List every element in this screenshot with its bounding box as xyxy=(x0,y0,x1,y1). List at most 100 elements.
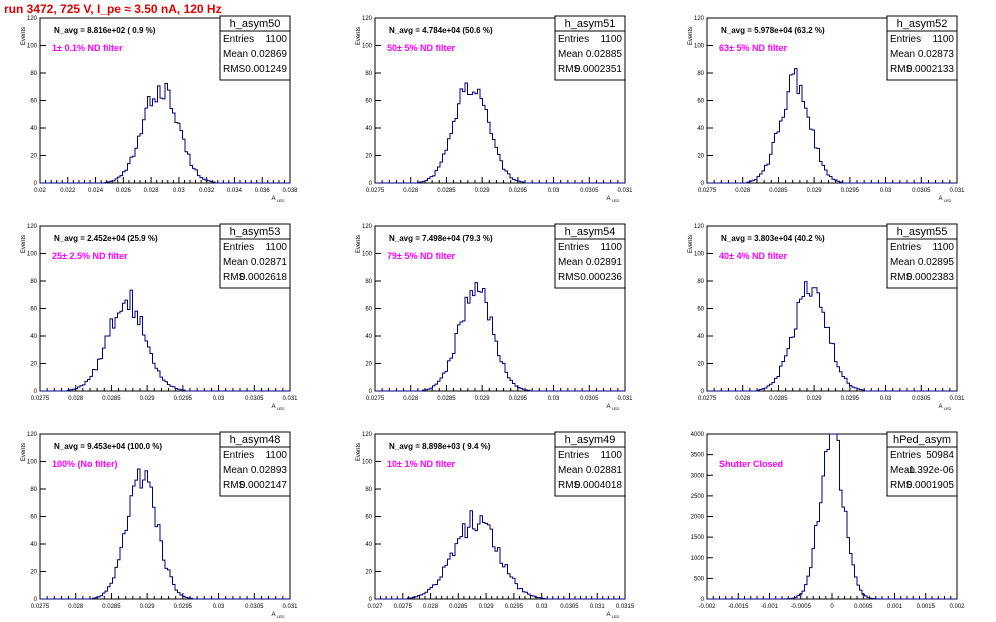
panel-title: N_avg = 2.452e+04 (25.9 %) xyxy=(54,234,158,243)
histogram-name: h_asym54 xyxy=(565,226,616,238)
x-tick-label: 0.0275 xyxy=(698,396,717,402)
y-tick-label: 3000 xyxy=(691,473,705,479)
stats-value: 1100 xyxy=(932,242,954,253)
x-axis-title: A LED xyxy=(272,404,285,411)
filter-note: 40± 4% ND filter xyxy=(719,251,787,261)
x-tick-label: 0.0295 xyxy=(174,604,193,610)
y-tick-label: 0 xyxy=(369,389,373,395)
x-tick-label: 0.001 xyxy=(887,604,903,610)
stats-box xyxy=(886,223,958,289)
stats-key: Entries xyxy=(223,242,254,253)
histogram-series xyxy=(707,68,957,184)
x-tick-label: 0.031 xyxy=(617,396,633,402)
x-axis-title: A LED xyxy=(607,404,620,411)
x-tick-label: -0.0005 xyxy=(791,604,812,610)
panel-title: N_avg = 7.498e+04 (79.3 %) xyxy=(389,234,493,243)
y-tick-label: 2500 xyxy=(691,494,705,500)
stats-box xyxy=(219,431,291,497)
y-tick-label: 40 xyxy=(365,542,372,548)
y-tick-label: 0 xyxy=(369,181,373,187)
y-tick-label: 80 xyxy=(30,279,37,285)
y-tick-label: 1000 xyxy=(691,556,705,562)
x-tick-label: -0.002 xyxy=(698,604,716,610)
y-tick-label: 20 xyxy=(30,570,37,576)
x-axis-title: A LED xyxy=(272,612,285,619)
stats-box xyxy=(219,15,291,81)
x-tick-label: 0.0275 xyxy=(366,396,385,402)
stats-box xyxy=(554,431,626,497)
stats-value: 0.02881 xyxy=(586,465,623,476)
panel-title: N_avg = 9.453e+04 (100.0 %) xyxy=(54,442,162,451)
y-tick-label: 60 xyxy=(30,99,37,105)
x-tick-label: 0.0285 xyxy=(769,396,788,402)
stats-value: 1100 xyxy=(265,242,287,253)
y-tick-label: 80 xyxy=(365,487,372,493)
y-tick-label: 40 xyxy=(30,334,37,340)
y-tick-label: 60 xyxy=(365,99,372,105)
stats-value: 1100 xyxy=(265,34,287,45)
x-tick-label: 0.0285 xyxy=(102,396,121,402)
x-tick-label: 0.028 xyxy=(735,396,751,402)
filter-note: 1± 0.1% ND filter xyxy=(52,43,123,53)
y-tick-label: 80 xyxy=(30,71,37,77)
stats-key: Entries xyxy=(223,450,254,461)
x-tick-label: 0.028 xyxy=(403,188,419,194)
x-tick-label: 0.029 xyxy=(140,604,156,610)
stats-key: RMS xyxy=(558,480,581,491)
y-tick-label: 60 xyxy=(30,515,37,521)
histogram-name: h_asym51 xyxy=(565,18,616,30)
x-tick-label: 0.027 xyxy=(367,604,383,610)
y-axis-title: Events xyxy=(688,235,694,253)
x-tick-label: 0.0275 xyxy=(394,604,413,610)
stats-value: 1100 xyxy=(932,34,954,45)
y-tick-label: 100 xyxy=(362,252,373,258)
histogram-series xyxy=(40,289,290,392)
y-tick-label: 60 xyxy=(365,307,372,313)
x-tick-label: 0.032 xyxy=(199,188,215,194)
y-axis-title: Events xyxy=(21,235,27,253)
x-tick-label: 0.0305 xyxy=(912,396,931,402)
x-axis-title: A LED xyxy=(607,612,620,619)
x-tick-label: 0.028 xyxy=(403,396,419,402)
y-tick-label: 20 xyxy=(365,154,372,160)
x-tick-label: 0.0315 xyxy=(616,604,635,610)
stats-value: 0.001249 xyxy=(245,64,287,75)
histogram-series xyxy=(375,282,625,392)
histogram-series xyxy=(40,468,290,600)
x-axis-title: A LED xyxy=(939,196,952,203)
stats-value: 0.02869 xyxy=(251,49,288,60)
x-tick-label: -0.001 xyxy=(761,604,779,610)
x-tick-label: 0.03 xyxy=(213,396,225,402)
y-tick-label: 60 xyxy=(30,307,37,313)
x-tick-label: 0.028 xyxy=(68,604,84,610)
filter-note: 79± 5% ND filter xyxy=(387,251,455,261)
y-axis-title: Events xyxy=(356,27,362,45)
x-tick-label: 0.022 xyxy=(60,188,76,194)
stats-value: 0.0002351 xyxy=(575,64,623,75)
y-tick-label: 100 xyxy=(362,460,373,466)
stats-key: RMS xyxy=(558,272,581,283)
y-tick-label: 40 xyxy=(365,334,372,340)
x-tick-label: 0.029 xyxy=(807,396,823,402)
histogram-panel: 0.0275 0.028 0.0285 0.029 0.0295 0.03 0.0305 0.… xyxy=(356,15,633,203)
y-tick-label: 0 xyxy=(701,389,705,395)
y-tick-label: 120 xyxy=(694,224,705,230)
stats-key: RMS xyxy=(223,480,246,491)
y-tick-label: 100 xyxy=(27,460,38,466)
x-tick-label: 0.0275 xyxy=(31,396,50,402)
histogram-panel: 0.0275 0.028 0.0285 0.029 0.0295 0.03 0.0305 0.… xyxy=(21,223,298,411)
y-tick-label: 120 xyxy=(27,224,38,230)
x-tick-label: 0.028 xyxy=(423,604,439,610)
stats-key: RMS xyxy=(223,64,246,75)
x-tick-label: 0.031 xyxy=(282,396,298,402)
x-tick-label: 0.03 xyxy=(173,188,185,194)
y-axis-title: Events xyxy=(356,235,362,253)
stats-key: Mean xyxy=(223,465,248,476)
y-tick-label: 20 xyxy=(365,362,372,368)
y-tick-label: 3500 xyxy=(691,453,705,459)
stats-box xyxy=(886,15,958,81)
x-tick-label: 0.03 xyxy=(880,396,892,402)
x-tick-label: 0.029 xyxy=(807,188,823,194)
y-axis-title: Events xyxy=(21,27,27,45)
histogram-panel: -0.002 -0.0015 -0.001 -0.0005 0 0.0005 0.001 0.… xyxy=(691,431,965,610)
